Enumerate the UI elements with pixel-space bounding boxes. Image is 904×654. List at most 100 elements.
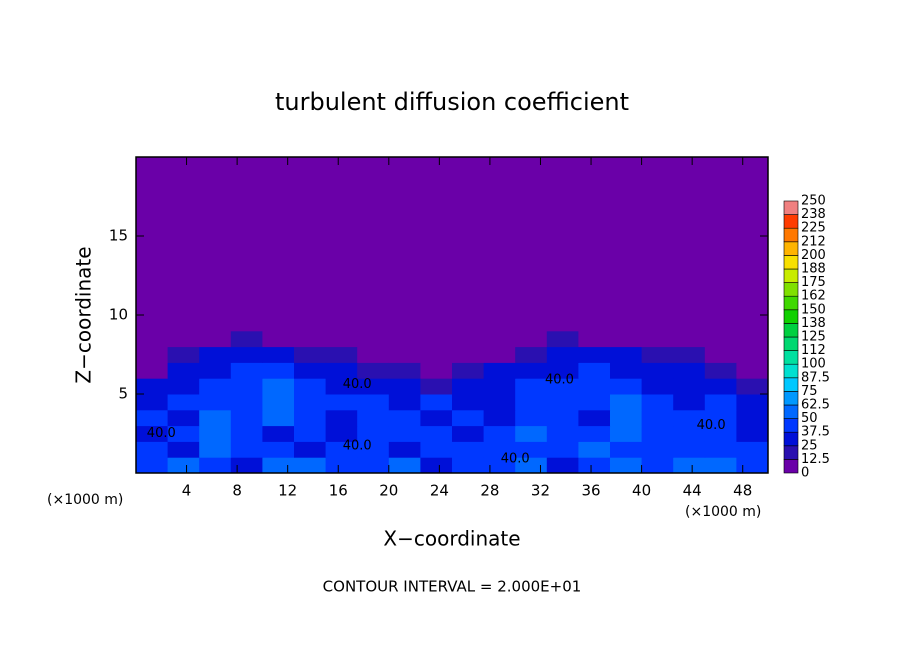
cell	[546, 346, 579, 363]
x-tick-label: 12	[278, 482, 297, 500]
cell	[294, 378, 327, 395]
cell	[167, 362, 200, 379]
cell	[199, 394, 232, 411]
cell	[262, 394, 295, 411]
chart-title: turbulent diffusion coefficient	[275, 88, 629, 116]
cell	[230, 409, 263, 427]
cell	[578, 457, 611, 474]
colorbar-swatch	[783, 227, 799, 243]
cell	[388, 425, 421, 442]
colorbar-swatch	[783, 431, 799, 447]
cell	[673, 425, 706, 442]
cell	[230, 425, 263, 442]
cell	[483, 457, 516, 474]
cell	[388, 378, 421, 395]
cell	[452, 425, 485, 442]
cell	[262, 157, 295, 332]
cell	[420, 330, 453, 348]
cell	[357, 409, 390, 427]
cell	[262, 457, 295, 474]
colorbar-label: 12.5	[801, 452, 830, 467]
colorbar-label: 138	[801, 316, 826, 331]
cell	[704, 457, 737, 474]
colorbar-swatch	[783, 295, 799, 311]
cell	[578, 394, 611, 411]
cell	[641, 394, 674, 411]
cell	[483, 409, 516, 427]
cell	[262, 425, 295, 442]
cell	[578, 378, 611, 395]
x-tick-label: 4	[182, 482, 192, 500]
cell	[704, 362, 737, 379]
cell	[483, 425, 516, 442]
cell	[610, 378, 643, 395]
cell	[199, 378, 232, 395]
cell	[483, 362, 516, 379]
cell	[610, 394, 643, 411]
colorbar-label: 87.5	[801, 370, 830, 385]
cell	[388, 457, 421, 474]
cell	[325, 457, 358, 474]
x-tick-label: 36	[581, 482, 600, 500]
cell	[515, 346, 548, 363]
cell	[452, 346, 485, 363]
cell	[136, 362, 169, 379]
cell	[388, 362, 421, 379]
colorbar-label: 62.5	[801, 398, 830, 413]
cell	[736, 457, 769, 474]
cell	[515, 394, 548, 411]
cell	[357, 394, 390, 411]
cell	[357, 441, 390, 458]
cell	[357, 362, 390, 379]
cell	[546, 457, 579, 474]
cell	[483, 378, 516, 395]
colorbar-swatch	[783, 363, 799, 379]
cell	[294, 457, 327, 474]
cell	[515, 457, 548, 474]
cell	[736, 441, 769, 458]
colorbar-label: 162	[801, 289, 826, 304]
cell	[420, 378, 453, 395]
cell	[673, 378, 706, 395]
cell	[578, 362, 611, 379]
cell	[230, 346, 263, 363]
cell	[136, 457, 169, 474]
colorbar-label: 200	[801, 248, 826, 263]
cell	[610, 457, 643, 474]
cell	[167, 394, 200, 411]
cell	[357, 378, 390, 395]
cell	[673, 409, 706, 427]
x-unit-right: (×1000 m)	[685, 504, 761, 520]
cell	[230, 394, 263, 411]
cell	[641, 425, 674, 442]
cell	[420, 346, 453, 363]
cell	[704, 409, 737, 427]
cell	[673, 346, 706, 363]
cell	[325, 409, 358, 427]
cell	[452, 378, 485, 395]
cell	[641, 330, 674, 348]
colorbar-label: 100	[801, 357, 826, 372]
cell	[136, 157, 169, 332]
cell	[262, 378, 295, 395]
y-tick-label: 15	[109, 227, 128, 245]
x-tick-label: 48	[733, 482, 752, 500]
cell	[136, 346, 169, 363]
colorbar-label: 0	[801, 466, 809, 481]
cell	[704, 425, 737, 442]
cell	[483, 394, 516, 411]
cell	[610, 330, 643, 348]
colorbar-swatch	[783, 336, 799, 351]
cell	[736, 378, 769, 395]
cell	[578, 330, 611, 348]
colorbar-swatch	[783, 268, 799, 283]
cell	[199, 330, 232, 348]
cell	[452, 457, 485, 474]
cell	[388, 409, 421, 427]
colorbar-swatch	[783, 391, 799, 406]
contour-label: 40.0	[343, 439, 372, 454]
cell	[262, 409, 295, 427]
cell	[357, 425, 390, 442]
cell	[641, 441, 674, 458]
